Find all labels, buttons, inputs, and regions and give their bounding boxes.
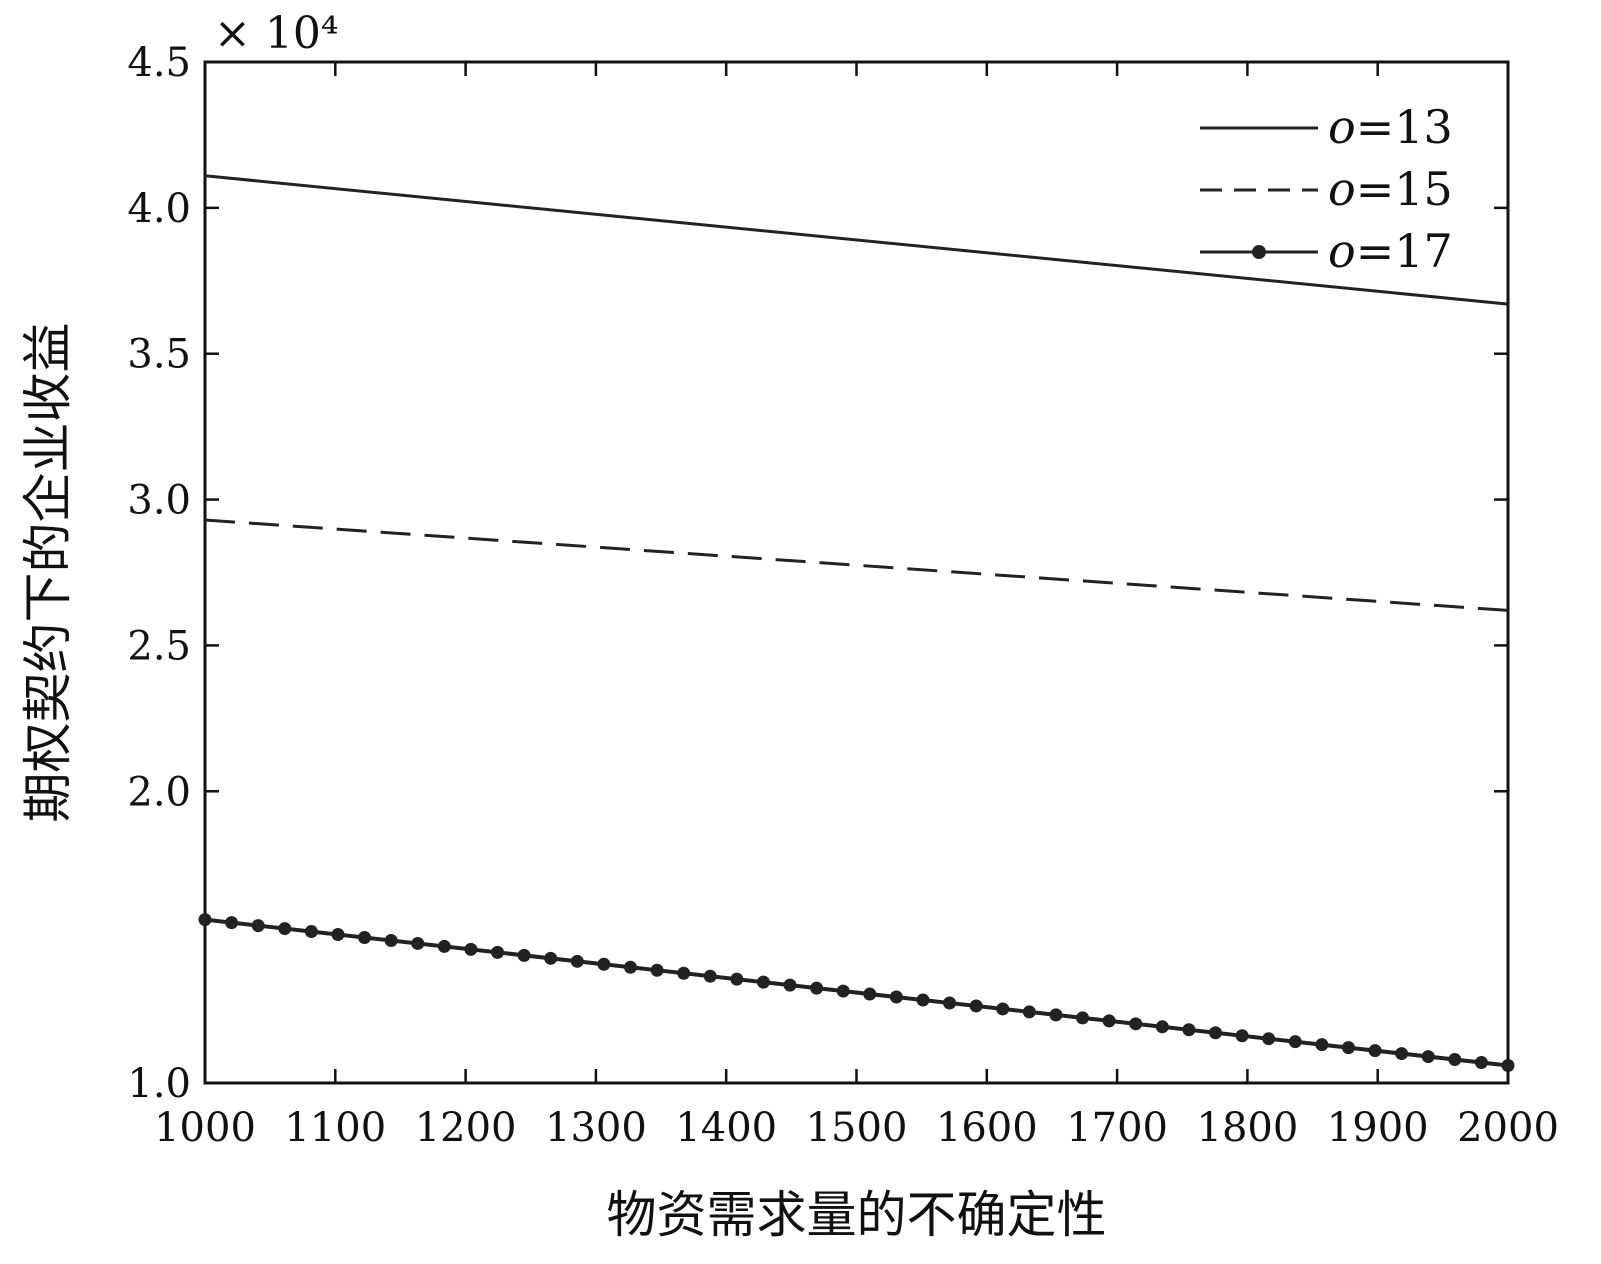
series-point-o=17: [1368, 1044, 1382, 1058]
series-point-o=17: [544, 951, 558, 965]
series-point-o=17: [836, 984, 850, 998]
series-point-o=17: [251, 919, 265, 933]
series-point-o=17: [677, 966, 691, 980]
y-axis-ticks: 1.0 2.0 2.5 3.0 3.5 4.0 4.5: [127, 40, 1508, 1107]
series-point-o=17: [703, 969, 717, 983]
series-point-o=17: [969, 999, 983, 1013]
legend: o=13o=15o=17: [1200, 100, 1453, 278]
legend-label-o=13: o=13: [1328, 100, 1453, 154]
series-point-o=17: [1501, 1058, 1515, 1072]
x-tick-label: 1400: [675, 1105, 777, 1151]
series-point-o=17: [1474, 1056, 1488, 1070]
x-tick-label: 1300: [545, 1105, 647, 1151]
series-point-o=17: [889, 990, 903, 1004]
series-point-o=17: [1341, 1041, 1355, 1055]
x-tick-label: 1700: [1066, 1105, 1168, 1151]
y-tick-label: 2.0: [127, 769, 191, 815]
series-point-o=17: [1262, 1032, 1276, 1046]
legend-label-o=15: o=15: [1328, 162, 1453, 216]
series-point-o=17: [1395, 1047, 1409, 1061]
legend-value: =15: [1356, 162, 1453, 216]
x-tick-label: 1600: [936, 1105, 1038, 1151]
series-line-o=17: [204, 917, 1509, 1068]
y-tick-label: 1.0: [127, 1061, 191, 1107]
series-line-o=13: [204, 174, 1509, 306]
series-point-o=17: [198, 913, 212, 927]
series-point-o=17: [943, 996, 957, 1010]
series-point-o=17: [384, 933, 398, 947]
x-tick-label: 1100: [284, 1105, 386, 1151]
series-point-o=17: [464, 942, 478, 956]
legend-variable: o: [1328, 224, 1356, 278]
series-point-o=17: [331, 928, 345, 942]
legend-label-o=17: o=17: [1328, 224, 1453, 278]
series-point-o=17: [1208, 1026, 1222, 1040]
x-tick-label: 1200: [415, 1105, 517, 1151]
series-point-o=17: [1022, 1005, 1036, 1019]
x-tick-label: 1800: [1197, 1105, 1299, 1151]
y-tick-label: 4.0: [127, 186, 191, 232]
series-point-o=17: [437, 939, 451, 953]
series-point-o=17: [1182, 1023, 1196, 1037]
series-point-o=17: [1288, 1035, 1302, 1049]
series-point-o=17: [358, 931, 372, 945]
series-point-o=17: [650, 963, 664, 977]
series-point-o=17: [517, 948, 531, 962]
series-point-o=17: [916, 993, 930, 1007]
series-point-o=17: [1129, 1017, 1143, 1031]
y-axis-label: 期权契约下的企业收益: [19, 323, 77, 823]
series-line-o=15: [204, 518, 1509, 612]
x-tick-label: 2000: [1457, 1105, 1559, 1151]
series-point-o=17: [623, 960, 637, 974]
series-point-o=17: [996, 1002, 1010, 1016]
x-tick-label: 1500: [806, 1105, 908, 1151]
series-point-o=17: [1102, 1014, 1116, 1028]
series-point-o=17: [783, 978, 797, 992]
series-point-o=17: [863, 987, 877, 1001]
y-axis-exponent: × 10⁴: [214, 8, 338, 59]
legend-marker-o=17: [1252, 245, 1266, 259]
series-point-o=17: [570, 954, 584, 968]
series-point-o=17: [1448, 1053, 1462, 1067]
y-tick-label: 2.5: [127, 623, 191, 669]
legend-variable: o: [1328, 100, 1356, 154]
x-tick-label: 1900: [1327, 1105, 1429, 1151]
series-point-o=17: [1421, 1050, 1435, 1064]
legend-variable: o: [1328, 162, 1356, 216]
x-axis-ticks: 1000 1100 1200 1300 1400 1500 1600 1700 1800 1900…: [154, 62, 1559, 1151]
y-tick-label: 3.0: [127, 478, 191, 524]
y-tick-label: 4.5: [127, 40, 191, 86]
axes-frame: [203, 60, 1510, 1085]
series-point-o=17: [756, 975, 770, 989]
legend-value: =13: [1356, 100, 1453, 154]
series-point-o=17: [1315, 1038, 1329, 1052]
series-point-o=17: [304, 925, 318, 939]
series-point-o=17: [597, 957, 611, 971]
y-tick-label: 3.5: [127, 332, 191, 378]
series-point-o=17: [225, 916, 239, 930]
series-point-o=17: [730, 972, 744, 986]
series-point-o=17: [1155, 1020, 1169, 1034]
series-point-o=17: [411, 936, 425, 950]
series-point-o=17: [810, 981, 824, 995]
plot-area: [198, 60, 1515, 1085]
x-axis-label: 物资需求量的不确定性: [607, 1186, 1107, 1244]
series-point-o=17: [278, 922, 292, 936]
legend-value: =17: [1356, 224, 1453, 278]
series-point-o=17: [1235, 1029, 1249, 1043]
x-tick-label: 1000: [154, 1105, 256, 1151]
series-point-o=17: [491, 945, 505, 959]
series-point-o=17: [1049, 1008, 1063, 1022]
series-point-o=17: [1076, 1011, 1090, 1025]
